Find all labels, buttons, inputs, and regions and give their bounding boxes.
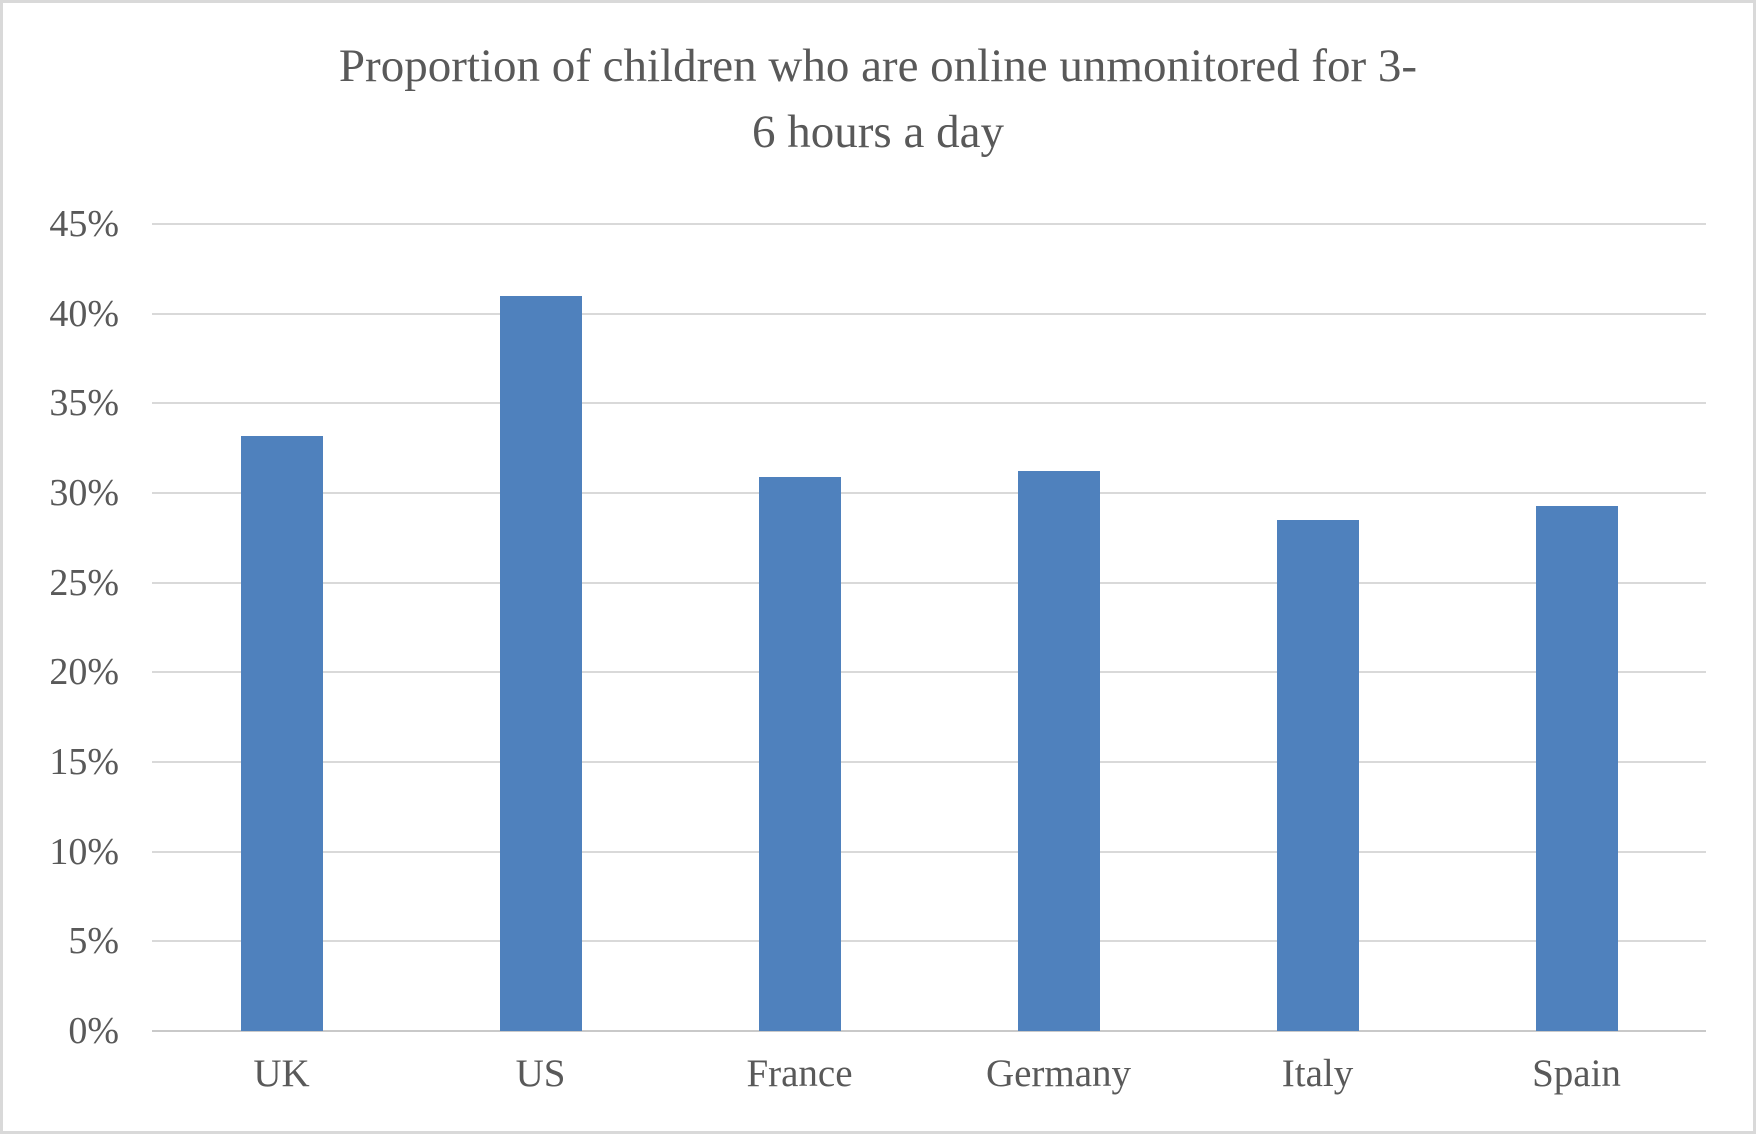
bar-slot-france bbox=[670, 224, 929, 1031]
y-tick-label-5: 5% bbox=[68, 920, 119, 963]
x-label-germany: Germany bbox=[985, 1052, 1132, 1095]
y-tick-label-40: 40% bbox=[49, 292, 119, 335]
bar-germany bbox=[1017, 471, 1100, 1031]
gridline-5 bbox=[152, 940, 1706, 943]
bar-slot-us bbox=[411, 224, 670, 1031]
bar-spain bbox=[1535, 505, 1618, 1031]
chart-title-line-1: Proportion of children who are online un… bbox=[338, 40, 1418, 92]
gridline-15 bbox=[152, 761, 1706, 764]
y-tick-label-10: 10% bbox=[49, 830, 119, 873]
y-tick-label-15: 15% bbox=[49, 741, 119, 784]
gridline-25 bbox=[152, 581, 1706, 584]
bar-slot-italy bbox=[1188, 224, 1447, 1031]
bar-slot-germany bbox=[929, 224, 1188, 1031]
x-axis: UK US France Germany Italy Spain bbox=[152, 1051, 1706, 1097]
plot-area bbox=[152, 223, 1706, 1032]
gridline-0 bbox=[152, 1030, 1706, 1032]
gridline-45 bbox=[152, 223, 1706, 225]
gridline-35 bbox=[152, 402, 1706, 405]
gridline-40 bbox=[152, 312, 1706, 315]
x-label-us: US bbox=[515, 1052, 566, 1095]
bars-row bbox=[152, 224, 1706, 1031]
x-label-spain: Spain bbox=[1532, 1052, 1621, 1095]
y-axis: 0% 5% 10% 15% 20% 25% 30% 35% 40% 45% bbox=[3, 205, 119, 1050]
x-label-uk: UK bbox=[253, 1052, 310, 1095]
y-tick-label-20: 20% bbox=[49, 651, 119, 694]
y-tick-label-25: 25% bbox=[49, 561, 119, 604]
gridline-10 bbox=[152, 850, 1706, 853]
bar-slot-uk bbox=[152, 224, 411, 1031]
bar-france bbox=[758, 476, 841, 1031]
bar-italy bbox=[1276, 519, 1359, 1031]
y-tick-label-0: 0% bbox=[68, 1010, 119, 1052]
y-tick-label-35: 35% bbox=[49, 382, 119, 425]
bar-slot-spain bbox=[1447, 224, 1706, 1031]
bar-us bbox=[499, 295, 582, 1031]
gridline-30 bbox=[152, 492, 1706, 495]
gridline-20 bbox=[152, 671, 1706, 674]
bar-uk bbox=[240, 435, 323, 1031]
chart-title: Proportion of children who are online un… bbox=[3, 33, 1753, 165]
x-label-france: France bbox=[746, 1052, 853, 1095]
y-tick-label-30: 30% bbox=[49, 472, 119, 515]
chart-title-line-2: 6 hours a day bbox=[752, 106, 1004, 158]
y-tick-label-45: 45% bbox=[49, 203, 119, 245]
x-label-italy: Italy bbox=[1281, 1052, 1354, 1095]
